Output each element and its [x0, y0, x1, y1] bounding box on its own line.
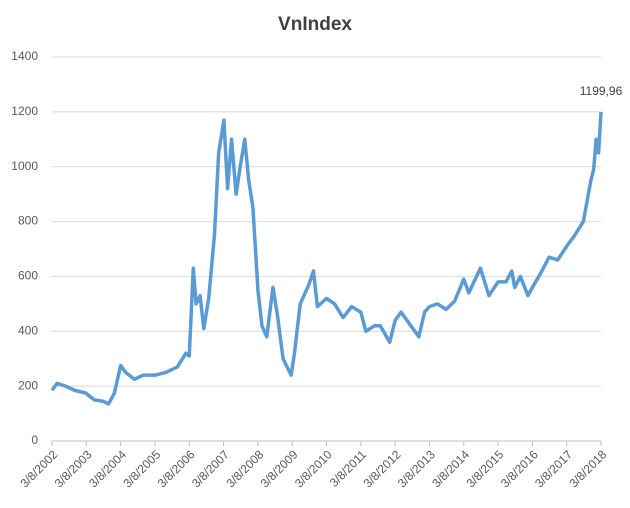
y-tick-label: 0 [31, 433, 38, 447]
y-tick-label: 1000 [11, 159, 38, 173]
y-tick-label: 1400 [11, 49, 38, 63]
data-line [50, 111, 603, 406]
value-label: 1199,96 [580, 84, 623, 98]
y-tick-label: 400 [18, 323, 38, 337]
y-tick-label: 800 [18, 214, 38, 228]
y-tick-label: 1200 [11, 104, 38, 118]
y-tick-label: 200 [18, 378, 38, 392]
x-tick-label: 3/8/2018 [566, 447, 609, 490]
y-tick-label: 600 [18, 269, 38, 283]
x-tick-label: 3/8/2010 [292, 447, 335, 490]
chart-title: VnIndex [278, 14, 352, 35]
